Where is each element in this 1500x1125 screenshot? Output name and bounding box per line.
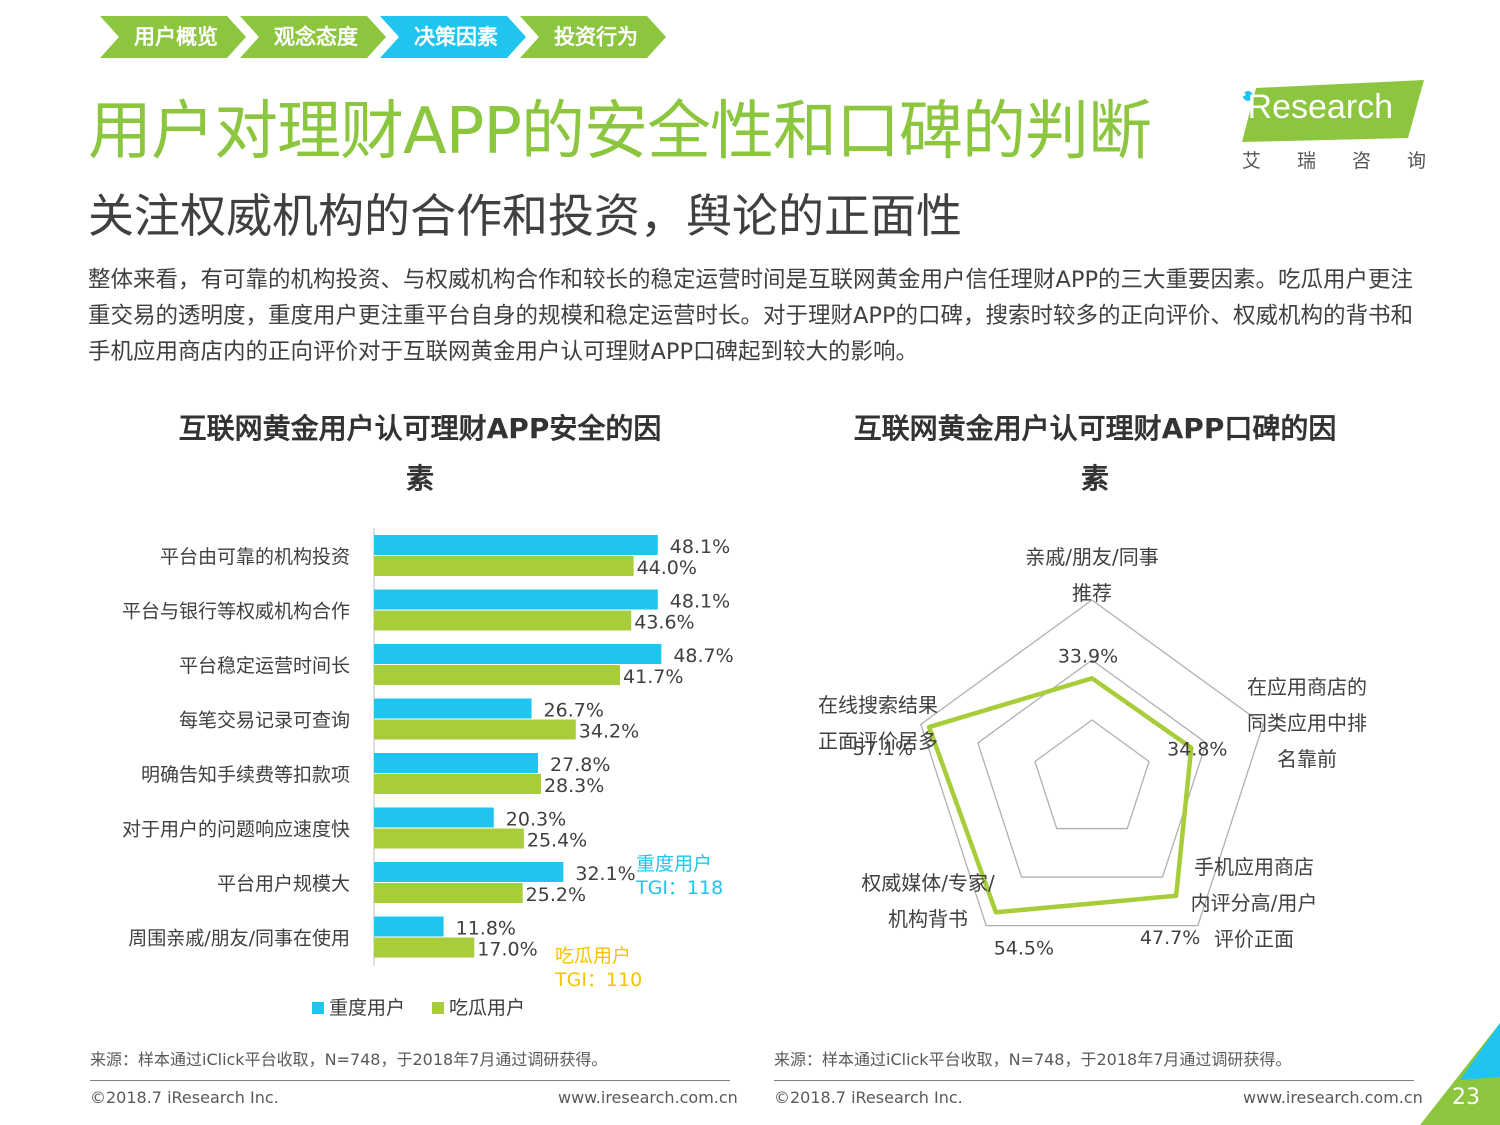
category-label: 平台用户规模大 — [217, 873, 350, 895]
bar-value-label: 44.0% — [637, 557, 697, 579]
bar-value-label: 28.3% — [544, 775, 604, 797]
category-label: 明确告知手续费等扣款项 — [141, 764, 350, 786]
category-label: 平台稳定运营时间长 — [179, 655, 350, 677]
bar-chart-title: 互联网黄金用户认可理财APP安全的因素 — [178, 412, 662, 495]
iresearch-logo — [1242, 80, 1424, 142]
bar-value-label: 41.7% — [623, 666, 683, 688]
bar-value-label: 25.4% — [527, 830, 587, 852]
bar-casual — [374, 774, 541, 794]
bar-heavy — [374, 753, 539, 773]
radar-axis-label: 手机应用商店 — [1194, 855, 1314, 879]
bar-casual — [374, 556, 634, 576]
website-left: www.iresearch.com.cn — [558, 1088, 738, 1107]
breadcrumb-item-decision[interactable]: 决策因素 — [380, 16, 526, 58]
tgi-annotation-heavy-label: 重度用户 — [636, 853, 712, 875]
radar-axis-label: 亲戚/朋友/同事 — [1025, 545, 1158, 569]
logo-dot — [1243, 91, 1253, 101]
page-subtitle: 关注权威机构的合作和投资，舆论的正面性 — [88, 189, 962, 243]
radar-axis-label: 推荐 — [1072, 581, 1112, 605]
category-label: 每笔交易记录可查询 — [179, 710, 350, 732]
radar-axis-label: 正面评价居多 — [818, 729, 938, 753]
summary-paragraph: 整体来看，有可靠的机构投资、与权威机构合作和较长的稳定运营时间是互联网黄金用户信… — [88, 267, 1414, 365]
radar-axis-label: 在应用商店的 — [1247, 675, 1367, 699]
category-label: 周围亲戚/朋友/同事在使用 — [128, 928, 350, 950]
bar-heavy — [374, 698, 532, 719]
radar-axis-label: 同类应用中排 — [1247, 711, 1367, 735]
bar-value-label: 43.6% — [634, 612, 694, 634]
footer-divider-left — [90, 1080, 730, 1081]
page-title: 用户对理财APP的安全性和口碑的判断 — [88, 95, 1152, 169]
category-label: 对于用户的问题响应速度快 — [122, 819, 350, 841]
logo-banner — [1242, 80, 1424, 142]
radar-grid-ring — [977, 659, 1207, 878]
bar-heavy — [374, 862, 564, 882]
logo-wordmark: iResearch — [1240, 88, 1394, 126]
bar-casual — [374, 883, 523, 903]
page-number: 23 — [1452, 1085, 1480, 1110]
radar-value-label: 54.5% — [994, 937, 1054, 959]
radar-axis-label: 权威媒体/专家/ — [861, 871, 995, 895]
radar-series-line — [926, 676, 1194, 915]
bar-value-label: 48.7% — [673, 645, 733, 667]
bar-value-label: 11.8% — [456, 918, 516, 940]
bar-value-label: 26.7% — [544, 700, 604, 722]
bar-value-label: 48.1% — [670, 591, 730, 613]
corner-decoration — [1420, 1023, 1500, 1125]
radar-grid-ring — [920, 599, 1264, 927]
bar-casual — [374, 610, 632, 631]
radar-axis-label: 名靠前 — [1277, 747, 1337, 771]
tgi-annotation-casual-value: TGI：110 — [554, 969, 642, 991]
footer-divider-right — [774, 1080, 1414, 1081]
tgi-annotation-casual-label: 吃瓜用户 — [555, 945, 631, 967]
radar-axis-label: 评价正面 — [1214, 927, 1294, 951]
website-right: www.iresearch.com.cn — [1243, 1088, 1423, 1107]
radar-value-label: 33.9% — [1058, 645, 1118, 667]
radar-chart-title: 互联网黄金用户认可理财APP口碑的因素 — [853, 412, 1337, 495]
legend-label: 吃瓜用户 — [449, 997, 525, 1019]
bar-casual — [374, 937, 475, 958]
bar-value-label: 20.3% — [506, 809, 566, 831]
bar-heavy — [374, 535, 658, 555]
bar-value-label: 32.1% — [575, 863, 635, 885]
tgi-annotation-heavy-value: TGI：118 — [635, 877, 723, 899]
bar-value-label: 17.0% — [477, 939, 537, 961]
radar-axis-label: 内评分高/用户 — [1191, 891, 1318, 915]
legend-swatch — [432, 1002, 444, 1014]
bar-heavy — [374, 644, 662, 664]
breadcrumb-item-overview[interactable]: 用户概览 — [100, 16, 246, 58]
bar-value-label: 25.2% — [526, 884, 586, 906]
breadcrumb-item-behavior[interactable]: 投资行为 — [520, 16, 666, 58]
bar-value-label: 34.2% — [579, 721, 639, 743]
bar-casual — [374, 719, 576, 740]
bar-heavy — [374, 807, 494, 828]
bar-heavy — [374, 916, 444, 937]
bar-heavy — [374, 589, 658, 610]
legend-swatch — [312, 1002, 324, 1014]
radar-axis-label: 机构背书 — [888, 907, 968, 931]
logo-chinese: 艾瑞咨询 — [1242, 150, 1463, 172]
radar-axis-label: 在线搜索结果 — [818, 693, 938, 717]
source-note-left: 来源：样本通过iClick平台收取，N=748，于2018年7月通过调研获得。 — [90, 1050, 608, 1069]
radar-value-label: 34.8% — [1167, 739, 1227, 761]
radar-chart: 33.9% 34.8% 47.7% 54.5% 57.1% 亲戚/朋友/同事推荐在应用商店… — [818, 545, 1367, 959]
copyright-left: ©2018.7 iResearch Inc. — [90, 1088, 279, 1107]
category-label: 平台由可靠的机构投资 — [160, 546, 350, 568]
breadcrumb-item-attitude[interactable]: 观念态度 — [240, 16, 386, 58]
copyright-right: ©2018.7 iResearch Inc. — [774, 1088, 963, 1107]
radar-value-label: 47.7% — [1140, 927, 1200, 949]
radar-grid-ring — [1034, 719, 1150, 830]
category-label: 平台与银行等权威机构合作 — [122, 601, 350, 623]
radar-value-label: 57.1% — [853, 738, 913, 760]
bar-casual — [374, 665, 621, 685]
bar-chart: 平台由可靠的机构投资 48.1%44.0%平台与银行等权威机构合作 48.1%43.… — [122, 528, 734, 1019]
bar-value-label: 27.8% — [550, 754, 610, 776]
legend-label: 重度用户 — [329, 997, 405, 1019]
bar-value-label: 48.1% — [670, 536, 730, 558]
source-note-right: 来源：样本通过iClick平台收取，N=748，于2018年7月通过调研获得。 — [774, 1050, 1292, 1069]
bar-casual — [374, 828, 524, 849]
